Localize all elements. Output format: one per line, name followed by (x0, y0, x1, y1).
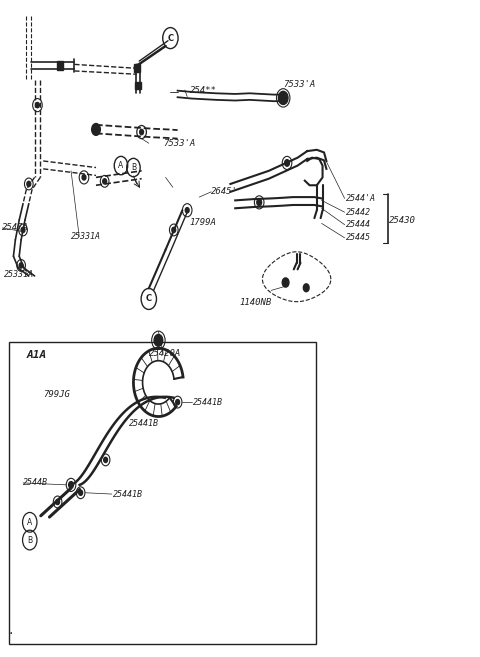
Text: 25331A: 25331A (4, 270, 34, 279)
Circle shape (176, 399, 180, 405)
Text: 25445: 25445 (346, 233, 371, 242)
Text: 25441B: 25441B (129, 419, 158, 428)
Circle shape (257, 199, 262, 206)
Text: 2544B: 2544B (23, 478, 48, 487)
Circle shape (21, 227, 25, 233)
Bar (134, 82, 141, 89)
Text: 25420A: 25420A (149, 349, 181, 358)
Text: ·: · (9, 627, 13, 641)
Text: B: B (131, 163, 136, 172)
Text: C: C (168, 34, 173, 43)
Circle shape (285, 160, 289, 166)
Circle shape (92, 124, 100, 135)
Bar (9, 342, 316, 644)
Text: A: A (27, 518, 32, 527)
Circle shape (278, 91, 288, 104)
Text: A: A (119, 161, 123, 170)
Circle shape (82, 175, 86, 180)
Text: B: B (27, 535, 32, 545)
Text: 25444: 25444 (346, 220, 371, 229)
Text: C: C (146, 294, 152, 304)
Circle shape (172, 227, 176, 233)
Text: 1799A: 1799A (190, 218, 216, 227)
Circle shape (140, 129, 144, 135)
Circle shape (27, 181, 31, 187)
Circle shape (103, 179, 107, 184)
Bar (57, 61, 63, 70)
Circle shape (79, 490, 83, 495)
Text: A1A: A1A (26, 350, 47, 360)
Circle shape (185, 208, 189, 213)
Circle shape (56, 499, 60, 505)
Text: 799JG: 799JG (43, 390, 70, 399)
Circle shape (104, 457, 108, 463)
Text: 25331A: 25331A (71, 232, 101, 241)
Text: 2547A: 2547A (2, 223, 29, 233)
Text: 25430: 25430 (389, 215, 416, 225)
Circle shape (19, 263, 23, 268)
Text: 2645': 2645' (211, 187, 238, 196)
Circle shape (282, 278, 289, 287)
Text: 25441B: 25441B (113, 489, 143, 499)
Text: 2544'A: 2544'A (346, 194, 375, 203)
Text: 7533'A: 7533'A (283, 79, 315, 89)
Circle shape (69, 482, 73, 488)
Text: 254**: 254** (190, 85, 216, 95)
Circle shape (154, 334, 163, 346)
Bar (133, 64, 140, 72)
Circle shape (303, 284, 309, 292)
Text: 25442: 25442 (346, 208, 371, 217)
Text: 25441B: 25441B (193, 397, 223, 407)
Circle shape (36, 102, 39, 108)
Circle shape (134, 64, 139, 71)
Text: 1140NB: 1140NB (239, 298, 271, 307)
Text: 7533'A: 7533'A (163, 139, 195, 148)
